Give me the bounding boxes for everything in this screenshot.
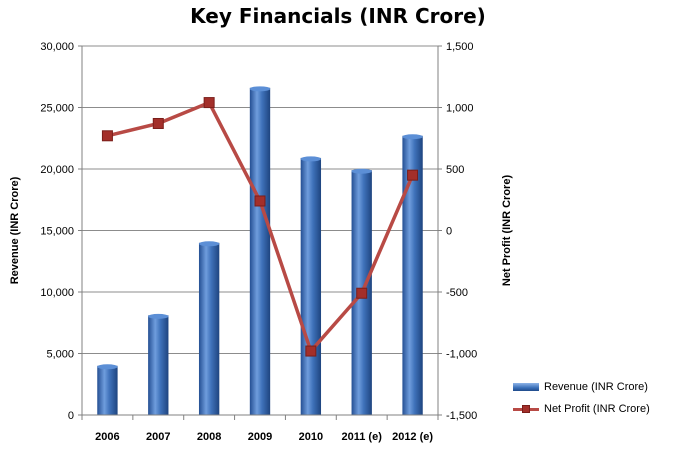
legend: Revenue (INR Crore) Net Profit (INR Cror…	[513, 376, 650, 420]
bar-body	[148, 315, 169, 415]
bar-cap	[402, 134, 423, 140]
net-profit-point	[101, 130, 113, 142]
net-profit-point	[152, 117, 164, 129]
y2-tick-label: -500	[446, 287, 468, 299]
legend-swatch-revenue	[513, 383, 539, 391]
x-tick-label: 2007	[146, 431, 170, 443]
net-profit-point	[407, 169, 419, 181]
net-profit-point	[305, 345, 317, 357]
legend-swatch-net-profit	[513, 403, 539, 415]
x-tick-label: 2006	[95, 431, 119, 443]
legend-label-revenue: Revenue (INR Crore)	[544, 381, 648, 393]
y2-tick-label: 1,000	[446, 103, 474, 115]
bar	[198, 241, 220, 415]
bar-body	[97, 365, 118, 415]
bar	[402, 134, 423, 416]
y-tick-label: 15,000	[40, 226, 74, 238]
y-axis-title: Revenue (INR Crore)	[9, 176, 21, 284]
legend-item-net-profit: Net Profit (INR Crore)	[513, 398, 650, 420]
bar-cap	[148, 313, 169, 319]
y2-axis-title: Net Profit (INR Crore)	[501, 175, 513, 287]
y-tick-label: 25,000	[40, 103, 74, 115]
y-tick-label: 20,000	[40, 164, 74, 176]
bar-cap	[249, 86, 271, 92]
bar-cap	[97, 364, 118, 370]
bar-cap	[300, 156, 322, 162]
bar	[97, 364, 118, 415]
y-tick-label: 5,000	[46, 349, 74, 361]
y2-tick-label: 0	[446, 226, 452, 238]
y2-tick-label: -1,000	[446, 349, 477, 361]
legend-item-revenue: Revenue (INR Crore)	[513, 376, 650, 398]
y-tick-label: 0	[68, 410, 74, 422]
net-profit-point	[356, 287, 368, 299]
bar	[300, 156, 322, 415]
net-profit-point	[254, 195, 266, 207]
x-tick-label: 2011 (e)	[342, 431, 383, 443]
bar-body	[300, 157, 322, 415]
bar	[148, 313, 169, 415]
bar-body	[402, 135, 423, 416]
chart-title: Key Financials (INR Crore)	[190, 4, 486, 28]
net-profit-point	[203, 97, 215, 109]
x-tick-label: 2009	[248, 431, 272, 443]
x-tick-label: 2008	[197, 431, 221, 443]
bar-cap	[351, 168, 372, 174]
legend-label-net-profit: Net Profit (INR Crore)	[544, 403, 650, 415]
x-tick-label: 2010	[299, 431, 323, 443]
bar	[249, 86, 271, 415]
y2-tick-label: 500	[446, 164, 464, 176]
y2-tick-label: -1,500	[446, 410, 477, 422]
x-tick-label: 2012 (e)	[392, 431, 433, 443]
bar-body	[198, 242, 220, 415]
bar-cap	[198, 241, 220, 247]
y-tick-label: 30,000	[40, 41, 74, 53]
y-tick-label: 10,000	[40, 287, 74, 299]
bar-body	[249, 87, 271, 415]
y2-tick-label: 1,500	[446, 41, 474, 53]
